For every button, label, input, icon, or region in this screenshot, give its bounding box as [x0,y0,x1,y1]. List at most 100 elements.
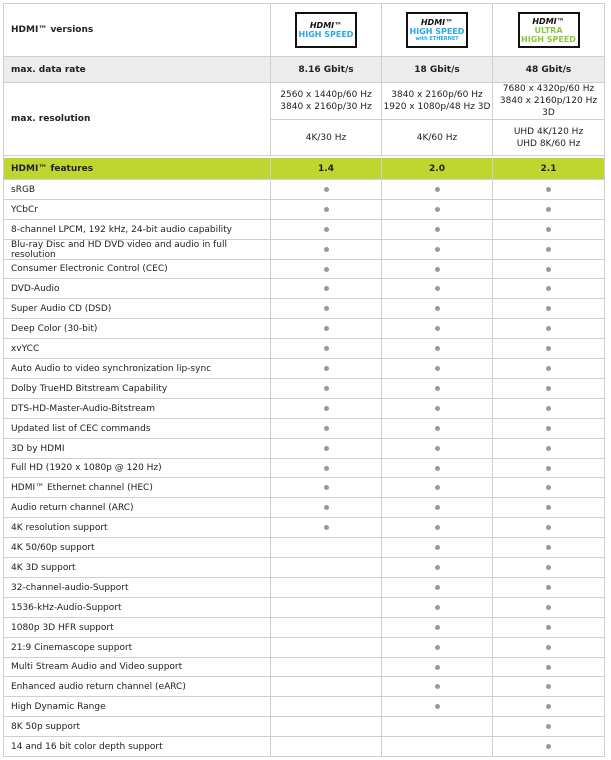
version: 2.1 [540,163,557,174]
support-cell [382,717,493,737]
support-dot [323,346,329,351]
support-dot [546,664,551,670]
features-label: HDMI™ features [11,163,94,174]
support-dot [434,525,440,530]
support-cell [271,618,382,638]
support-dot [546,605,551,610]
feature-name: Updated list of CEC commands [11,423,151,434]
label-cell: Enhanced audio return channel (eARC) [3,677,271,697]
support-cell [493,180,605,200]
support-cell [271,439,382,459]
support-dot [434,326,440,331]
value-cell: 4K/30 Hz [271,120,382,156]
support-dot [434,625,440,630]
support-cell [271,459,382,478]
support-cell [493,498,605,518]
spacer [3,156,605,158]
resolution-text: 7680 x 4320p/60 Hz [502,84,595,94]
support-cell [271,399,382,419]
support-cell [493,478,605,498]
support-dot [434,446,440,451]
feature-name: sRGB [11,184,36,195]
support-dot [434,266,440,272]
value-cell: 3840 x 2160p/60 Hz 1920 x 1080p/48 Hz 3D [382,83,493,120]
support-cell [271,339,382,359]
support-cell [493,658,605,677]
support-cell [382,677,493,697]
resolution-text: 3840 x 2160p/120 Hz 3D [499,96,598,118]
support-dot [323,207,329,212]
support-dot [546,465,551,471]
support-dot [323,465,329,471]
feature-name: 32-channel-audio-Support [11,582,129,593]
support-dot [434,485,440,490]
support-dot [323,326,329,331]
label-cell: 3D by HDMI [3,439,271,459]
support-cell [271,658,382,677]
feature-name: 4K resolution support [11,522,108,533]
support-dot [434,306,440,311]
support-cell [271,598,382,618]
support-cell [271,478,382,498]
resolution-text: 2560 x 1440p/60 Hz [280,90,372,100]
support-cell [382,478,493,498]
support-cell [271,677,382,697]
label-cell: Auto Audio to video synchronization lip-… [3,359,271,379]
support-dot [546,446,551,451]
support-dot [323,446,329,451]
support-cell [382,518,493,538]
support-cell [271,638,382,658]
support-cell [382,697,493,717]
support-cell [493,677,605,697]
support-dot [546,187,551,192]
logo-cell: HDMI™ HIGH SPEED [271,3,382,57]
feature-name: Super Audio CD (DSD) [11,303,112,314]
feature-name: Blu-ray Disc and HD DVD video and audio … [11,239,228,260]
support-cell [271,200,382,220]
support-cell [493,359,605,379]
support-dot [323,266,329,272]
support-dot [434,645,440,650]
support-cell [493,419,605,439]
support-dot [434,704,440,709]
support-dot [546,227,551,232]
value-cell: UHD 4K/120 Hz UHD 8K/60 Hz [493,120,605,156]
logo-text: HIGH SPEED [521,34,576,44]
logo-brand: HDMI™ [309,21,343,30]
row-label: max. resolution [11,114,91,124]
support-dot [546,406,551,411]
support-cell [271,518,382,538]
support-dot [323,247,329,252]
support-dot [546,625,551,630]
support-dot [546,426,551,431]
support-cell [493,717,605,737]
support-cell [271,180,382,200]
logo: HDMI™ HIGH SPEED [295,12,357,48]
feature-name: 8-channel LPCM, 192 kHz, 24-bit audio ca… [11,224,232,235]
support-dot [434,366,440,371]
label-cell: Full HD (1920 x 1080p @ 120 Hz) [3,459,271,478]
resolution-text: UHD 4K/120 Hz [513,126,584,137]
label-cell: 8K 50p support [3,717,271,737]
support-cell [382,498,493,518]
support-dot [434,684,440,689]
support-dot [323,366,329,371]
value-cell: 18 Gbit/s [382,57,493,83]
support-dot [434,545,440,550]
support-dot [546,684,551,689]
support-dot [546,545,551,550]
support-dot [546,366,551,371]
support-cell [382,578,493,598]
label-cell: Deep Color (30-bit) [3,319,271,339]
support-dot [323,227,329,232]
feature-name: HDMI™ Ethernet channel (HEC) [11,482,153,493]
support-cell [382,598,493,618]
support-cell [493,459,605,478]
support-cell [382,658,493,677]
support-cell [271,319,382,339]
value-cell: 1.4 [271,158,382,180]
support-cell [493,379,605,399]
support-dot [546,525,551,530]
support-cell [493,578,605,598]
